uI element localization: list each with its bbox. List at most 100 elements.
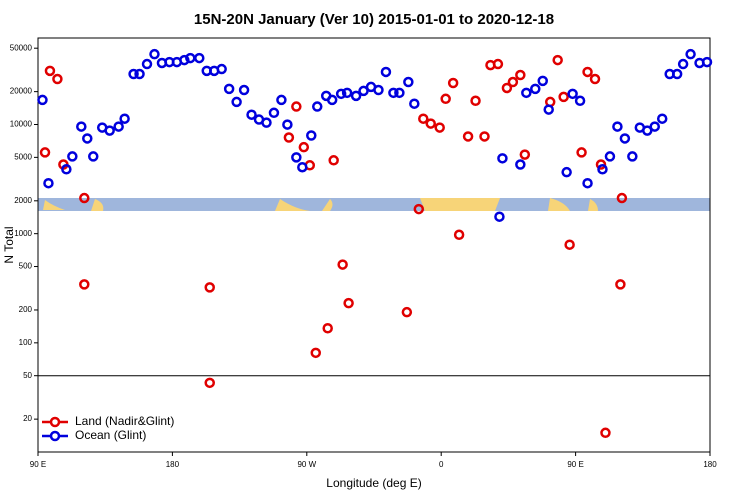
- data-point: [223, 83, 235, 95]
- data-point: [268, 107, 280, 119]
- data-point: [564, 239, 575, 250]
- data-point: [597, 164, 608, 175]
- plot-frame: [37, 37, 711, 453]
- data-point: [204, 377, 215, 389]
- data-point: [104, 125, 115, 136]
- data-point: [642, 125, 653, 136]
- data-point: [350, 90, 362, 102]
- data-point: [576, 147, 587, 158]
- data-point: [246, 109, 257, 120]
- data-point: [413, 203, 425, 215]
- data-point: [113, 121, 124, 132]
- data-point: [322, 323, 333, 334]
- data-point: [312, 101, 323, 112]
- data-point: [537, 75, 548, 87]
- data-point: [297, 161, 308, 173]
- data-point: [425, 118, 436, 129]
- y-tick-label: 500: [19, 262, 33, 271]
- legend-label: Ocean (Glint): [75, 428, 146, 442]
- data-point: [343, 297, 354, 309]
- y-tick-label: 10000: [10, 120, 33, 129]
- data-point: [179, 54, 190, 66]
- data-point: [552, 54, 563, 66]
- x-tick-label: 180: [166, 460, 180, 469]
- data-point: [128, 68, 139, 80]
- data-point: [627, 151, 638, 162]
- data-point: [306, 130, 317, 141]
- x-tick-label: 90 W: [297, 460, 316, 469]
- data-point: [291, 101, 302, 112]
- data-point: [403, 76, 414, 88]
- data-point: [283, 132, 295, 143]
- data-point: [462, 131, 474, 142]
- data-point: [37, 94, 48, 106]
- y-tick-label: 50: [23, 371, 32, 380]
- x-tick-label: 0: [439, 460, 444, 469]
- data-point: [326, 94, 338, 106]
- data-point: [501, 82, 513, 94]
- y-axis-label: N Total: [2, 226, 16, 263]
- data-point: [507, 76, 519, 88]
- data-point: [341, 87, 353, 99]
- data-point: [337, 259, 348, 270]
- data-point: [418, 113, 429, 124]
- map-strip: [38, 198, 710, 211]
- data-point: [335, 88, 347, 100]
- data-point: [543, 104, 554, 115]
- data-point: [119, 113, 130, 124]
- data-point: [43, 177, 54, 189]
- data-point: [401, 306, 413, 318]
- x-tick-label: 180: [703, 460, 717, 469]
- y-tick-label: 1000: [14, 229, 32, 238]
- data-point: [612, 121, 623, 132]
- data-point: [671, 68, 683, 80]
- data-point: [194, 52, 205, 64]
- data-point: [261, 117, 272, 128]
- data-point: [530, 83, 541, 95]
- data-point: [388, 87, 399, 99]
- y-tick-label: 50000: [10, 43, 33, 52]
- y-tick-label: 5000: [14, 152, 32, 161]
- data-point: [521, 87, 532, 99]
- data-point: [204, 282, 215, 293]
- data-point: [39, 147, 51, 158]
- data-point: [616, 192, 628, 204]
- data-point: [677, 58, 689, 70]
- data-point: [567, 88, 578, 100]
- data-point: [656, 113, 668, 124]
- data-point: [380, 66, 392, 78]
- data-point: [394, 87, 405, 99]
- data-point: [216, 63, 227, 75]
- data-point: [79, 279, 90, 290]
- legend-marker: [49, 416, 61, 428]
- data-point: [44, 65, 56, 77]
- y-tick-label: 100: [19, 338, 33, 347]
- data-point: [649, 121, 660, 132]
- data-point: [76, 121, 87, 132]
- data-point: [328, 155, 339, 166]
- data-point: [685, 48, 696, 60]
- chart-title: 15N-20N January (Ver 10) 2015-01-01 to 2…: [194, 11, 554, 28]
- y-tick-label: 20: [23, 414, 32, 423]
- data-point: [310, 347, 322, 359]
- data-point: [185, 52, 196, 64]
- data-point: [298, 141, 310, 153]
- data-point: [604, 151, 616, 162]
- data-point: [701, 56, 713, 68]
- y-tick-label: 20000: [10, 87, 33, 96]
- data-point: [558, 91, 569, 103]
- data-point: [141, 58, 153, 70]
- data-point: [515, 159, 526, 170]
- data-point: [434, 122, 445, 133]
- data-point: [231, 96, 242, 108]
- data-point: [373, 84, 384, 96]
- data-point: [497, 153, 508, 164]
- data-point: [582, 177, 593, 189]
- data-point: [561, 166, 572, 178]
- data-point: [515, 69, 526, 81]
- legend-marker: [49, 430, 61, 442]
- x-tick-label: 90 E: [30, 460, 46, 469]
- data-point: [447, 77, 459, 89]
- legend-label: Land (Nadir&Glint): [75, 414, 174, 428]
